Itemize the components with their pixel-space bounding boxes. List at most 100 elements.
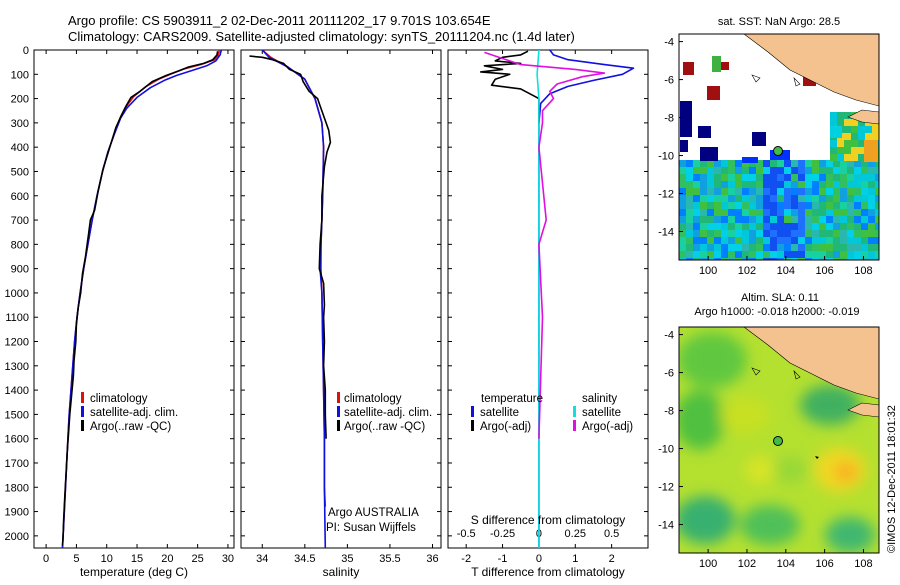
sst-cell: [763, 230, 770, 237]
sst-cell: [763, 174, 770, 181]
sst-cell: [784, 160, 791, 167]
sst-cell: [721, 251, 728, 258]
sst-cell: [833, 258, 840, 260]
sst-cell: [837, 140, 844, 147]
sst-cell: [714, 167, 721, 174]
sst-cell: [700, 181, 707, 188]
sst-cell: [798, 209, 805, 216]
sst-cell: [742, 251, 749, 258]
island-outline: [793, 77, 801, 87]
sst-map-lat-label: -4: [664, 37, 674, 49]
difference-xtick-label: 1: [572, 553, 578, 565]
sst-cell: [756, 244, 763, 251]
sst-cell: [714, 209, 721, 216]
sst-cell: [735, 160, 742, 167]
legend-label-climatology: climatology: [344, 393, 402, 405]
sst-cell: [868, 181, 875, 188]
sst-cell: [679, 237, 686, 244]
sst-cell: [833, 195, 840, 202]
sst-cell: [833, 244, 840, 251]
sst-cell: [707, 167, 714, 174]
sst-cell: [812, 195, 819, 202]
sst-cell: [805, 244, 812, 251]
sst-cell: [686, 195, 693, 202]
sst-cell: [742, 195, 749, 202]
sst-cell: [851, 119, 858, 126]
sst-cell: [875, 216, 879, 223]
sst-cell: [833, 174, 840, 181]
sst-map-lon-label: 106: [815, 265, 833, 277]
salinity-plot-frame: [240, 49, 442, 549]
sst-cell: [693, 223, 700, 230]
salinity-xtick-label: 35: [341, 553, 353, 565]
sst-cell: [707, 237, 714, 244]
sst-cell: [763, 223, 770, 230]
sst-cell: [798, 244, 805, 251]
sst-cell: [777, 244, 784, 251]
sla-field: [679, 332, 875, 553]
sst-cell: [798, 160, 805, 167]
legend-swatch-temp-argo: [471, 420, 474, 431]
sla-blob: [679, 496, 735, 544]
sst-cell: [749, 195, 756, 202]
sst-cell: [854, 188, 861, 195]
sst-cell: [770, 167, 777, 174]
legend-label-satellite: satellite-adj. clim.: [90, 407, 178, 419]
sst-cell: [826, 167, 833, 174]
sst-cell: [749, 167, 756, 174]
sst-cell: [735, 216, 742, 223]
sst-cell: [819, 223, 826, 230]
sst-cell: [851, 140, 858, 147]
sst-cell: [756, 195, 763, 202]
sst-cell: [784, 195, 791, 202]
sst-cell: [861, 195, 868, 202]
sst-cell: [833, 167, 840, 174]
sst-cell: [854, 195, 861, 202]
difference-top-xlabel: S difference from climatology: [471, 513, 626, 527]
sst-cell: [693, 167, 700, 174]
difference-xtick-label: 2: [609, 553, 615, 565]
salinity-difference-tick-label: 0.25: [565, 528, 586, 540]
sst-cell: [812, 251, 819, 258]
sst-cell: [700, 223, 707, 230]
sst-cell: [851, 147, 858, 154]
sst-cell: [679, 209, 686, 216]
salinity-xtick-label: 35.5: [379, 553, 400, 565]
sst-cell: [791, 251, 798, 258]
sst-map-title: sat. SST: NaN Argo: 28.5: [718, 16, 840, 28]
sst-cell: [707, 251, 714, 258]
sst-cell: [812, 216, 819, 223]
sst-cell: [868, 230, 875, 237]
temperature-plot-frame: [33, 49, 235, 549]
sst-cell: [875, 181, 879, 188]
sst-cell: [777, 216, 784, 223]
sst-cell: [784, 181, 791, 188]
sst-cell: [840, 167, 847, 174]
sst-cell: [861, 216, 868, 223]
sst-cell: [707, 181, 714, 188]
sst-cell: [798, 230, 805, 237]
sst-cell: [679, 188, 686, 195]
sst-cell: [777, 202, 784, 209]
sst-cell: [728, 181, 735, 188]
sst-cell: [680, 101, 692, 137]
sst-cell: [686, 174, 693, 181]
sst-cell: [686, 202, 693, 209]
sst-cell: [728, 202, 735, 209]
sst-cell: [679, 160, 686, 167]
sst-cell: [840, 237, 847, 244]
depth-tick-label: 1900: [5, 507, 29, 519]
sst-cell: [679, 244, 686, 251]
sst-cell: [875, 174, 879, 181]
depth-tick-label: 1400: [5, 385, 29, 397]
sst-cell: [864, 140, 878, 162]
salinity-difference-tick-label: -0.5: [457, 528, 476, 540]
difference-xtick-label: -1: [498, 553, 508, 565]
sst-cell: [854, 237, 861, 244]
sst-cell: [693, 237, 700, 244]
sst-cell: [756, 167, 763, 174]
sst-cell: [819, 202, 826, 209]
sst-cell: [763, 160, 770, 167]
sst-cell: [784, 230, 791, 237]
legend-swatch-sal-argo: [573, 420, 576, 431]
